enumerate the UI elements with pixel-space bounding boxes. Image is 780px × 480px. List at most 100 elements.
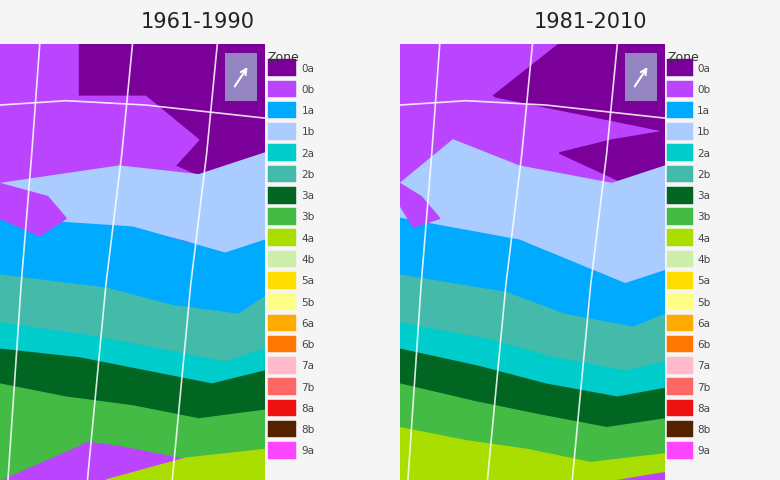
Text: 3a: 3a <box>301 191 314 201</box>
Text: 2a: 2a <box>301 148 314 158</box>
Text: 3b: 3b <box>697 212 711 222</box>
Polygon shape <box>400 349 665 428</box>
Text: 9a: 9a <box>301 445 314 456</box>
Bar <box>268 357 296 374</box>
Text: 5b: 5b <box>697 297 711 307</box>
Bar <box>268 336 296 353</box>
Bar <box>668 166 693 183</box>
Text: 7a: 7a <box>697 360 711 371</box>
Polygon shape <box>559 132 665 184</box>
Text: 1981-2010: 1981-2010 <box>534 12 647 33</box>
Bar <box>268 166 296 183</box>
Bar <box>268 145 296 162</box>
Text: 3b: 3b <box>301 212 314 222</box>
Bar <box>668 315 693 331</box>
Text: 0a: 0a <box>301 63 314 73</box>
Bar <box>268 273 296 289</box>
Bar <box>668 60 693 77</box>
Text: 6b: 6b <box>697 339 711 349</box>
Bar <box>268 124 296 141</box>
Bar <box>668 294 693 310</box>
Text: 6a: 6a <box>697 318 711 328</box>
Bar <box>268 400 296 416</box>
Text: 8b: 8b <box>697 424 711 434</box>
Bar <box>668 230 693 247</box>
Bar <box>668 188 693 204</box>
Text: Zone: Zone <box>268 51 300 64</box>
Polygon shape <box>400 184 440 228</box>
Bar <box>668 273 693 289</box>
Bar <box>268 294 296 310</box>
Bar <box>668 251 693 268</box>
Bar <box>668 357 693 374</box>
Text: 6b: 6b <box>301 339 314 349</box>
Text: 1b: 1b <box>697 127 711 137</box>
Bar <box>268 315 296 331</box>
Polygon shape <box>400 428 665 480</box>
Bar <box>668 124 693 141</box>
Text: 0b: 0b <box>301 84 314 95</box>
Text: 4b: 4b <box>301 254 314 264</box>
Bar <box>668 421 693 438</box>
Text: 6a: 6a <box>301 318 314 328</box>
Text: 2a: 2a <box>697 148 711 158</box>
Polygon shape <box>400 384 665 463</box>
Polygon shape <box>0 324 265 384</box>
Text: 9a: 9a <box>697 445 711 456</box>
Bar <box>268 442 296 459</box>
Text: 5a: 5a <box>697 276 711 286</box>
Polygon shape <box>400 141 665 284</box>
Bar <box>268 188 296 204</box>
Text: 1a: 1a <box>301 106 314 116</box>
Text: 4a: 4a <box>301 233 314 243</box>
Text: 7a: 7a <box>301 360 314 371</box>
Bar <box>668 442 693 459</box>
Polygon shape <box>119 45 265 175</box>
Text: 1b: 1b <box>301 127 314 137</box>
Text: 5b: 5b <box>301 297 314 307</box>
Text: 1a: 1a <box>697 106 711 116</box>
Bar <box>668 400 693 416</box>
Bar <box>668 103 693 119</box>
Text: 8b: 8b <box>301 424 314 434</box>
Text: 0a: 0a <box>697 63 710 73</box>
Bar <box>668 145 693 162</box>
Text: 8a: 8a <box>301 403 314 413</box>
Bar <box>668 379 693 395</box>
Text: 2b: 2b <box>301 169 314 180</box>
Text: Zone: Zone <box>668 51 699 64</box>
Bar <box>268 421 296 438</box>
Text: 2b: 2b <box>697 169 711 180</box>
Polygon shape <box>106 450 265 480</box>
Polygon shape <box>0 154 265 254</box>
Bar <box>268 251 296 268</box>
Bar <box>268 379 296 395</box>
Bar <box>668 82 693 98</box>
Polygon shape <box>0 384 265 458</box>
Text: 1961-1990: 1961-1990 <box>140 12 254 33</box>
Polygon shape <box>0 184 66 236</box>
Polygon shape <box>0 97 199 184</box>
Polygon shape <box>400 324 665 397</box>
Polygon shape <box>400 219 665 328</box>
Text: 3a: 3a <box>697 191 711 201</box>
Polygon shape <box>0 219 265 315</box>
Bar <box>268 82 296 98</box>
Polygon shape <box>0 371 133 480</box>
Polygon shape <box>0 276 265 362</box>
Text: 5a: 5a <box>301 276 314 286</box>
Bar <box>268 209 296 225</box>
Bar <box>668 336 693 353</box>
Bar <box>268 230 296 247</box>
Text: 4a: 4a <box>697 233 711 243</box>
Polygon shape <box>400 276 665 371</box>
Bar <box>268 60 296 77</box>
Text: 4b: 4b <box>697 254 711 264</box>
Polygon shape <box>493 45 665 132</box>
Polygon shape <box>0 349 265 419</box>
Text: 8a: 8a <box>697 403 711 413</box>
Bar <box>668 209 693 225</box>
Bar <box>268 103 296 119</box>
Text: 0b: 0b <box>697 84 711 95</box>
Text: 7b: 7b <box>697 382 711 392</box>
